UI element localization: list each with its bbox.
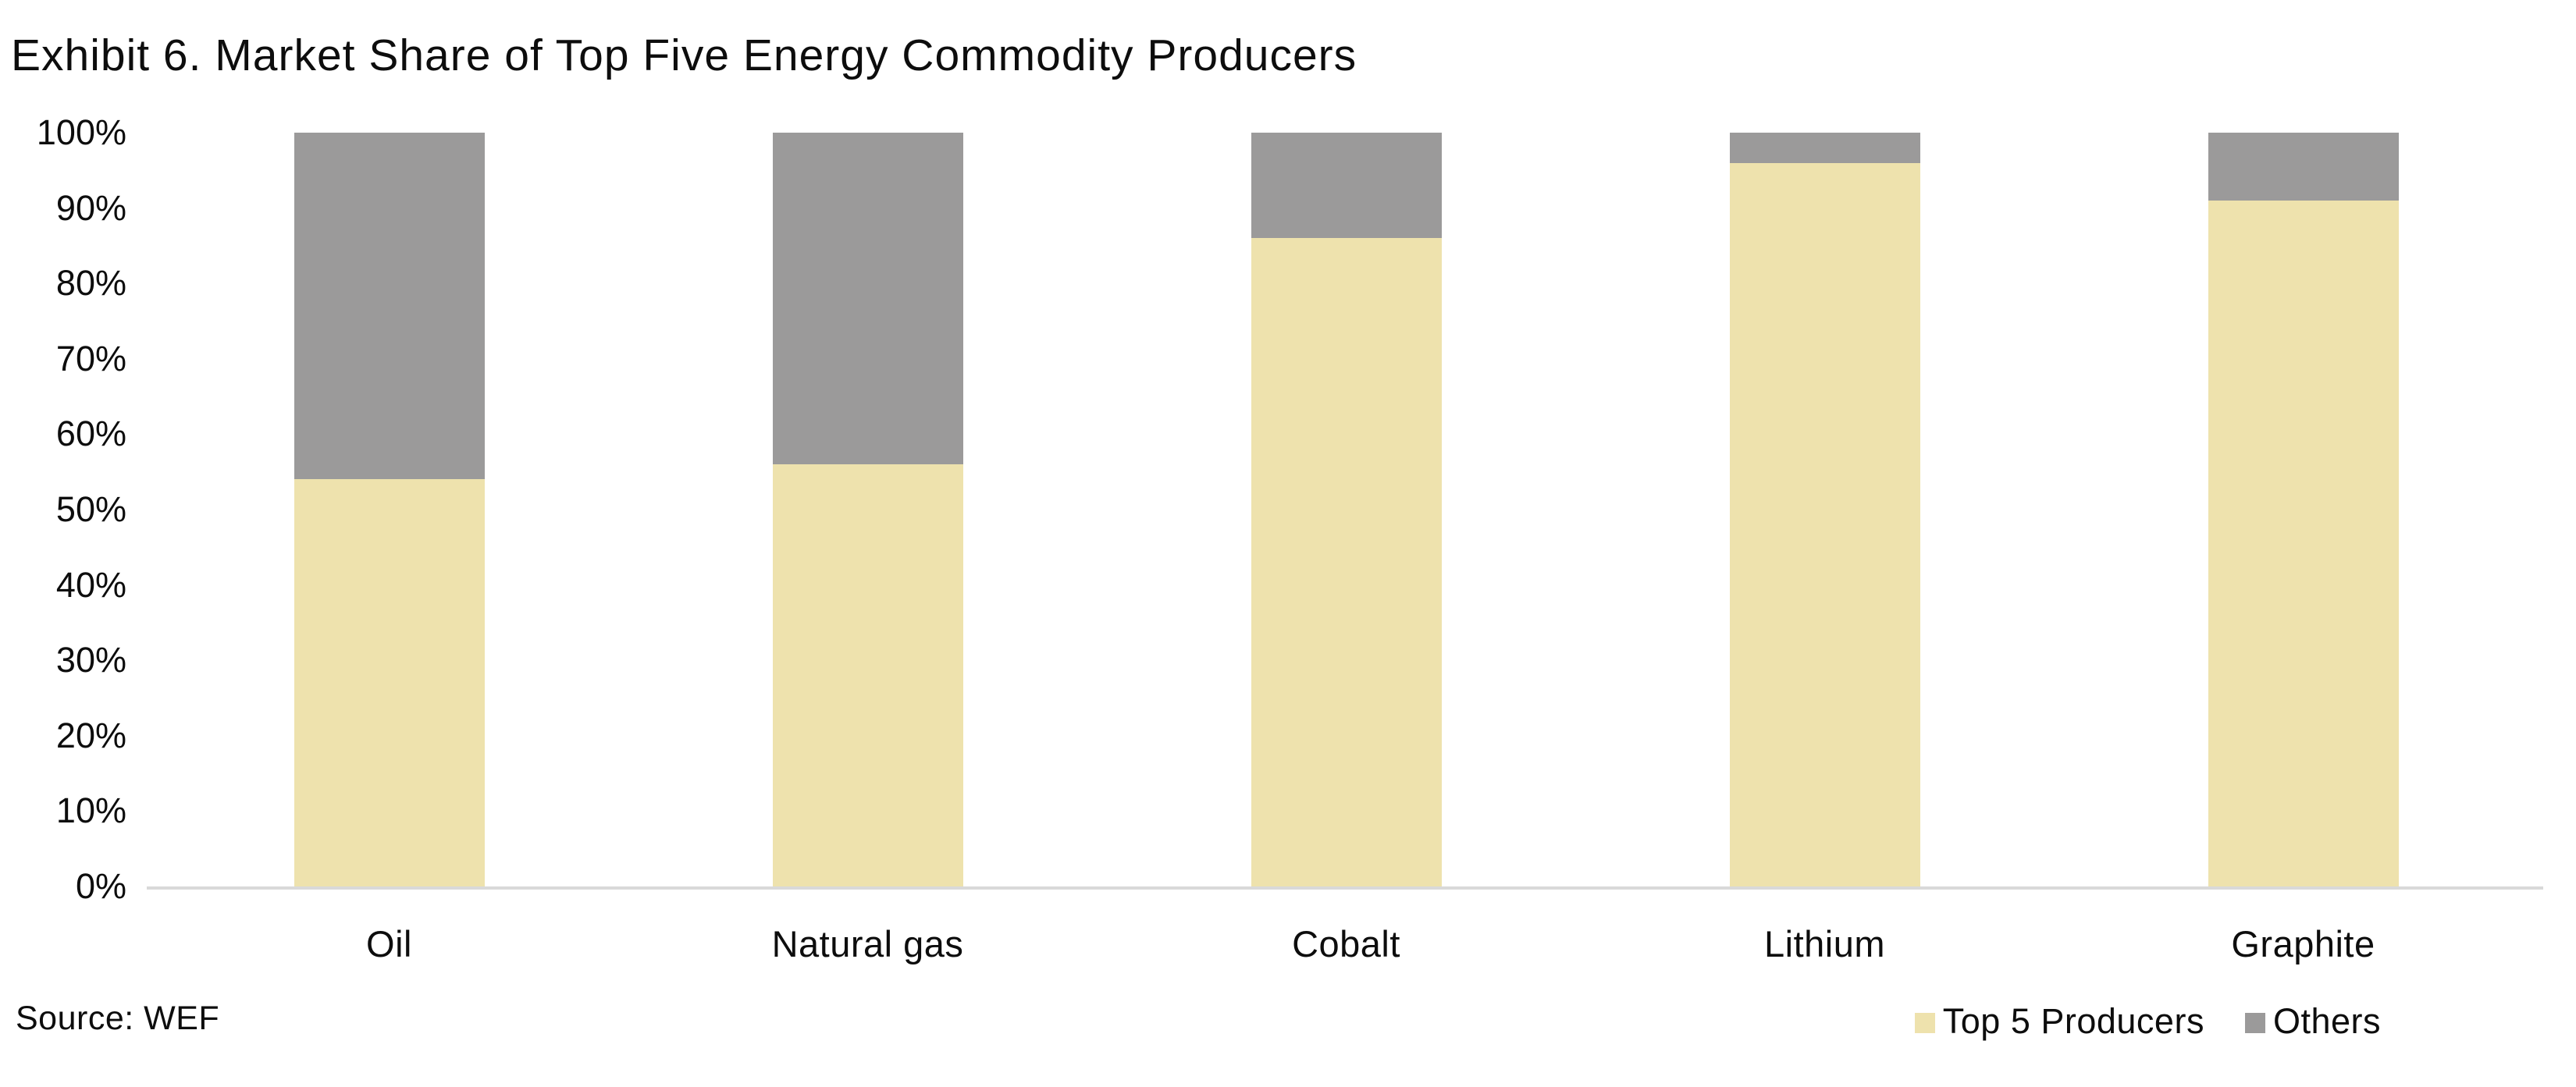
y-axis-tick-label: 100% bbox=[36, 112, 126, 152]
bar-segment-others bbox=[772, 133, 963, 465]
bar-oil bbox=[294, 133, 485, 886]
bar-segment-top5 bbox=[772, 464, 963, 886]
x-axis-baseline bbox=[147, 886, 2543, 890]
legend-label-others: Others bbox=[2272, 1001, 2381, 1041]
x-axis-category-label: Cobalt bbox=[1292, 923, 1400, 964]
bar-segment-top5 bbox=[2208, 200, 2399, 886]
x-axis-category-label: Natural gas bbox=[771, 923, 964, 964]
y-axis-tick-label: 40% bbox=[55, 564, 126, 605]
y-axis-tick-label: 20% bbox=[55, 715, 126, 755]
bar-lithium bbox=[1729, 133, 1920, 886]
bar-segment-top5 bbox=[1729, 162, 1920, 886]
legend: Top 5 Producers Others bbox=[1914, 1001, 2381, 1042]
bar-graphite bbox=[2208, 133, 2399, 886]
legend-label-top5: Top 5 Producers bbox=[1942, 1001, 2204, 1041]
y-axis-tick-label: 10% bbox=[55, 790, 126, 831]
y-axis-tick-label: 50% bbox=[55, 489, 126, 529]
x-axis-category-label: Oil bbox=[366, 923, 412, 964]
bar-natural-gas bbox=[772, 133, 963, 886]
bar-segment-others bbox=[294, 133, 485, 480]
y-axis-tick-label: 70% bbox=[55, 338, 126, 378]
source-note: Source: WEF bbox=[16, 1000, 220, 1037]
legend-swatch-others-icon bbox=[2244, 1013, 2265, 1033]
bar-segment-others bbox=[1251, 133, 1442, 239]
bar-segment-others bbox=[1729, 133, 1920, 163]
bar-segment-top5 bbox=[294, 479, 485, 886]
bar-segment-others bbox=[2208, 133, 2399, 201]
x-axis-category-label: Graphite bbox=[2231, 923, 2375, 964]
y-axis-tick-label: 90% bbox=[55, 187, 126, 228]
legend-item-others: Others bbox=[2244, 1001, 2381, 1042]
y-axis-tick-label: 60% bbox=[55, 414, 126, 454]
bar-cobalt bbox=[1251, 133, 1442, 886]
x-axis-category-label: Lithium bbox=[1763, 923, 1885, 964]
y-axis-tick-label: 80% bbox=[55, 263, 126, 304]
bar-segment-top5 bbox=[1251, 238, 1442, 886]
chart-title: Exhibit 6. Market Share of Top Five Ener… bbox=[11, 30, 1357, 80]
y-axis-tick-label: 0% bbox=[75, 866, 126, 906]
legend-item-top5-producers: Top 5 Producers bbox=[1914, 1001, 2204, 1042]
y-axis-tick-label: 30% bbox=[55, 640, 126, 680]
legend-swatch-top5-icon bbox=[1914, 1013, 1935, 1033]
